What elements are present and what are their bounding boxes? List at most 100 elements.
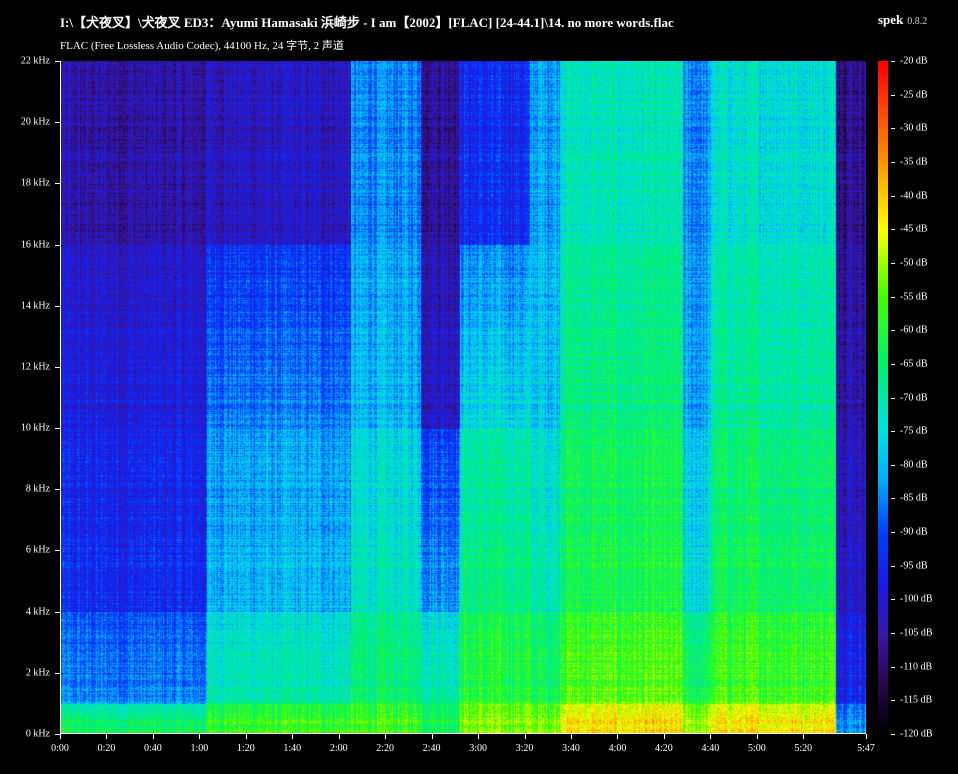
color-scale-bar bbox=[878, 61, 888, 734]
colorbar-tick-mark bbox=[891, 330, 895, 332]
y-tick-mark bbox=[55, 428, 60, 430]
x-tick-label: 0:20 bbox=[97, 743, 116, 754]
colorbar-tick-mark bbox=[891, 229, 895, 231]
y-tick-label: 4 kHz bbox=[25, 606, 50, 618]
y-tick-label: 8 kHz bbox=[25, 483, 50, 495]
colorbar-tick-mark bbox=[891, 397, 895, 399]
colorbar-tick-label: -115 dB bbox=[900, 694, 933, 706]
y-tick-mark bbox=[55, 489, 60, 491]
colorbar-tick-label: -105 dB bbox=[900, 627, 933, 639]
stream-info: FLAC (Free Lossless Audio Codec), 44100 … bbox=[60, 40, 344, 52]
y-tick-mark bbox=[55, 672, 60, 674]
y-tick-mark bbox=[55, 183, 60, 185]
x-tick-label: 3:20 bbox=[515, 743, 534, 754]
x-tick-mark bbox=[385, 734, 387, 739]
colorbar-tick-label: -55 dB bbox=[900, 291, 928, 303]
x-tick-mark bbox=[663, 734, 665, 739]
colorbar-tick-mark bbox=[891, 296, 895, 298]
colorbar-tick-label: -20 dB bbox=[900, 55, 928, 67]
colorbar-tick-label: -25 dB bbox=[900, 89, 928, 101]
y-tick-mark bbox=[55, 122, 60, 124]
x-tick-label: 2:20 bbox=[376, 743, 395, 754]
y-tick-label: 6 kHz bbox=[25, 544, 50, 556]
colorbar-tick-mark bbox=[891, 94, 895, 96]
x-tick-label: 1:00 bbox=[190, 743, 209, 754]
colorbar-tick-label: -90 dB bbox=[900, 526, 928, 538]
x-tick-label: 2:00 bbox=[329, 743, 348, 754]
x-tick-mark bbox=[524, 734, 526, 739]
x-tick-mark bbox=[292, 734, 294, 739]
colorbar-tick-label: -35 dB bbox=[900, 156, 928, 168]
colorbar-tick-mark bbox=[891, 128, 895, 130]
colorbar-tick-mark bbox=[891, 431, 895, 433]
x-tick-mark bbox=[710, 734, 712, 739]
y-tick-mark bbox=[55, 366, 60, 368]
x-tick-label: 5:20 bbox=[794, 743, 813, 754]
app-name-label: spek bbox=[878, 12, 904, 27]
y-tick-mark bbox=[55, 734, 60, 735]
colorbar-tick-label: -60 dB bbox=[900, 324, 928, 336]
colorbar-tick-label: -120 dB bbox=[900, 728, 933, 740]
y-tick-label: 2 kHz bbox=[25, 667, 50, 679]
x-tick-mark bbox=[803, 734, 805, 739]
y-tick-mark bbox=[55, 550, 60, 552]
colorbar-tick-mark bbox=[891, 633, 895, 635]
y-tick-label: 20 kHz bbox=[20, 116, 50, 128]
spectrogram-plot bbox=[60, 61, 866, 734]
colorbar-tick-label: -50 dB bbox=[900, 257, 928, 269]
y-tick-mark bbox=[55, 611, 60, 613]
x-tick-label: 5:00 bbox=[747, 743, 766, 754]
colorbar-tick-mark bbox=[891, 262, 895, 264]
x-tick-mark bbox=[106, 734, 108, 739]
colorbar-tick-label: -110 dB bbox=[900, 661, 933, 673]
x-tick-mark bbox=[756, 734, 758, 739]
x-tick-label: 2:40 bbox=[422, 743, 441, 754]
app-version: 0.8.2 bbox=[907, 16, 928, 27]
colorbar-tick-label: -95 dB bbox=[900, 560, 928, 572]
colorbar-tick-label: -40 dB bbox=[900, 190, 928, 202]
y-tick-mark bbox=[55, 244, 60, 246]
colorbar-tick-mark bbox=[891, 363, 895, 365]
x-tick-label: 4:20 bbox=[655, 743, 673, 754]
colorbar-tick-label: -85 dB bbox=[900, 492, 928, 504]
colorbar-tick-label: -30 dB bbox=[900, 122, 928, 134]
x-tick-mark bbox=[431, 734, 433, 739]
colorbar-tick-mark bbox=[891, 195, 895, 197]
colorbar-tick-mark bbox=[891, 666, 895, 668]
x-tick-label: 1:40 bbox=[283, 743, 302, 754]
x-tick-mark bbox=[338, 734, 340, 739]
y-tick-label: 18 kHz bbox=[20, 177, 50, 189]
y-tick-mark bbox=[55, 305, 60, 307]
x-tick-label: 5:47 bbox=[857, 743, 875, 754]
x-tick-mark bbox=[617, 734, 619, 739]
colorbar-tick-mark bbox=[891, 565, 895, 567]
x-tick-mark bbox=[571, 734, 572, 739]
y-tick-label: 16 kHz bbox=[20, 239, 50, 251]
app-name: spek 0.8.2 bbox=[878, 12, 927, 28]
x-tick-label: 4:00 bbox=[608, 743, 627, 754]
x-tick-label: 3:40 bbox=[562, 743, 580, 754]
x-tick-label: 1:20 bbox=[236, 743, 255, 754]
y-tick-label: 22 kHz bbox=[20, 55, 50, 67]
x-tick-label: 0:40 bbox=[144, 743, 162, 754]
x-tick-mark bbox=[478, 734, 480, 739]
colorbar-tick-label: -70 dB bbox=[900, 392, 928, 403]
x-tick-mark bbox=[866, 734, 867, 739]
x-tick-label: 4:40 bbox=[701, 743, 720, 754]
colorbar-tick-label: -45 dB bbox=[900, 223, 928, 235]
colorbar-tick-mark bbox=[891, 599, 895, 601]
colorbar-tick-label: -65 dB bbox=[900, 358, 928, 370]
colorbar-tick-mark bbox=[891, 700, 895, 702]
x-tick-label: 0:00 bbox=[51, 743, 69, 754]
colorbar-tick-mark bbox=[891, 734, 895, 735]
colorbar-tick-mark bbox=[891, 532, 895, 534]
y-tick-label: 10 kHz bbox=[20, 422, 50, 434]
x-tick-label: 3:00 bbox=[469, 743, 487, 754]
colorbar-tick-mark bbox=[891, 61, 895, 62]
y-tick-label: 12 kHz bbox=[20, 361, 50, 373]
x-tick-mark bbox=[152, 734, 154, 739]
y-tick-label: 0 kHz bbox=[25, 728, 50, 740]
colorbar-tick-label: -100 dB bbox=[900, 593, 933, 605]
colorbar-tick-mark bbox=[891, 161, 895, 163]
file-path-title: I:\【犬夜叉】\犬夜叉 ED3：Ayumi Hamasaki 浜崎步 - I … bbox=[60, 15, 674, 30]
